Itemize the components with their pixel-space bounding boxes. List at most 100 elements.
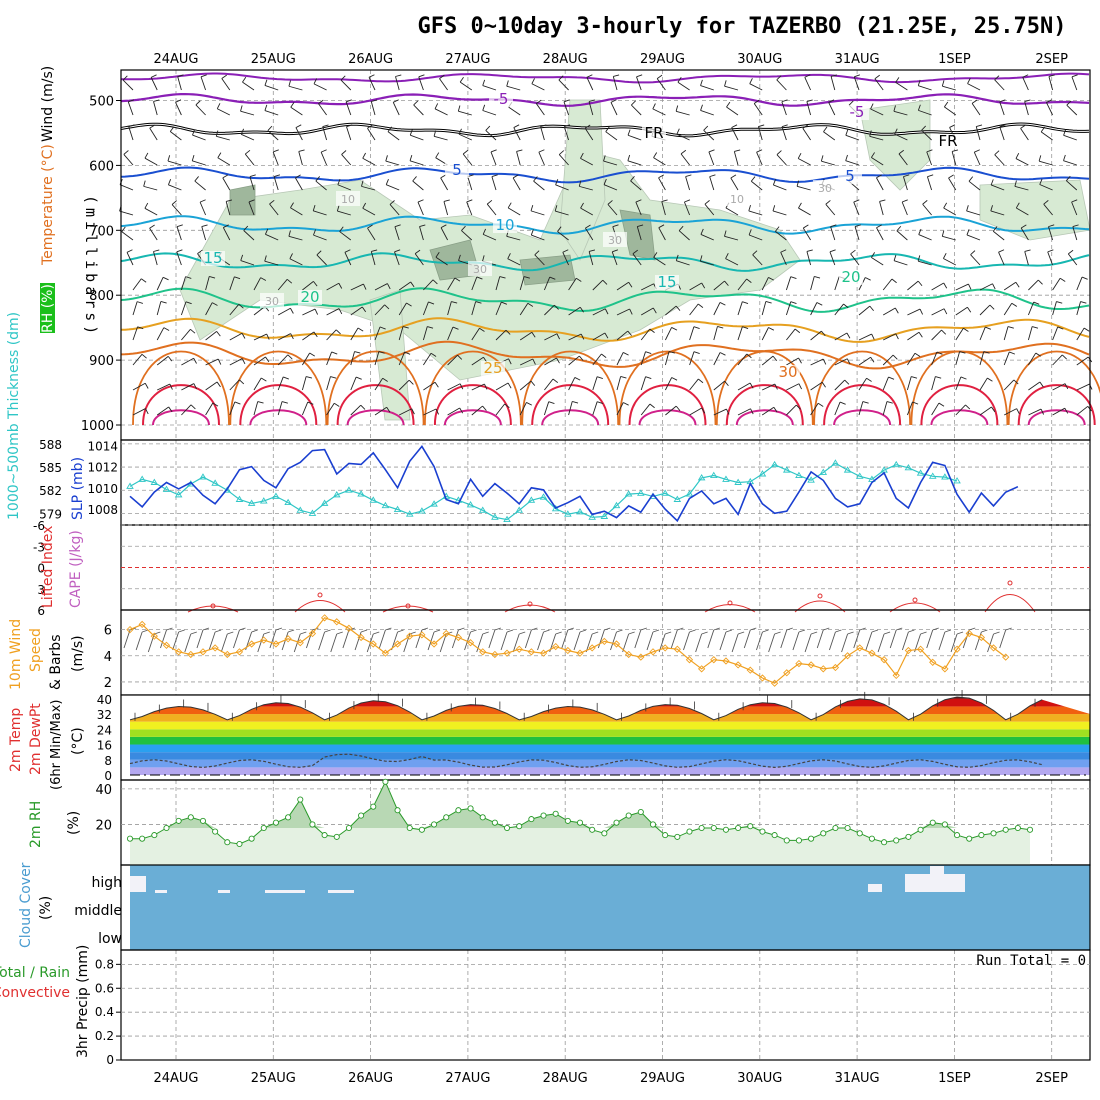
barb — [557, 231, 569, 241]
barb-flag — [290, 101, 295, 108]
wind10-barb — [524, 629, 532, 649]
barb — [603, 160, 618, 166]
rh-marker — [710, 824, 717, 832]
barb — [320, 151, 328, 166]
rh-marker — [321, 832, 328, 839]
barb — [931, 402, 940, 416]
thickness-marker — [272, 492, 280, 499]
barb — [882, 307, 896, 316]
contour-m10 — [121, 72, 1090, 84]
barb-flag — [507, 382, 512, 389]
label-bg — [489, 92, 513, 107]
barb-flag — [693, 326, 700, 329]
temp-label-a: 2m Temp — [8, 708, 24, 772]
barb-flag — [290, 202, 294, 208]
wind10-barb — [865, 631, 873, 651]
barb-flag — [893, 254, 897, 261]
barb — [942, 235, 956, 241]
precip-tick: 0.8 — [95, 957, 114, 971]
rh2m-label-a: 2m RH — [28, 801, 44, 848]
barb — [221, 78, 231, 91]
temp-tick: 16 — [97, 739, 112, 753]
barb-flag — [678, 225, 684, 231]
barb-flag — [482, 405, 487, 411]
barb — [675, 110, 690, 116]
barb-flag — [854, 224, 861, 227]
barb-flag — [458, 254, 461, 261]
barb-flag — [552, 378, 559, 384]
barb — [869, 135, 884, 141]
barb-flag — [806, 249, 813, 252]
barb — [301, 376, 307, 391]
rh-marker — [1002, 826, 1009, 833]
barb-flag — [952, 149, 959, 152]
barb-flag — [316, 250, 322, 256]
barb — [876, 177, 884, 191]
wind10-marker — [953, 645, 961, 653]
barb-flag — [516, 149, 523, 152]
thickness-marker — [941, 473, 949, 480]
barb-flag — [922, 200, 928, 205]
barb — [592, 332, 606, 341]
wind-tick: 4 — [104, 650, 112, 665]
barb-flag — [1015, 281, 1020, 288]
barb — [443, 201, 449, 216]
barb-flag — [776, 150, 782, 155]
barb-flag — [948, 174, 954, 179]
temp-band — [130, 752, 1090, 760]
barb — [592, 353, 602, 366]
rh-marker — [309, 821, 316, 828]
barb-flag — [215, 130, 219, 137]
barb — [370, 251, 376, 266]
thickness-marker — [928, 472, 937, 479]
surface-dome — [531, 384, 610, 426]
thickness-marker — [308, 509, 317, 516]
thickness-marker — [868, 475, 876, 482]
barb — [423, 408, 437, 416]
barb — [229, 358, 243, 366]
wind10-barb — [768, 633, 776, 653]
rh-area — [126, 778, 1034, 865]
barb — [632, 253, 642, 266]
barb — [853, 201, 860, 216]
barb — [806, 101, 812, 116]
wind10-marker — [880, 656, 888, 664]
date-label-top: 31AUG — [835, 52, 880, 67]
wind10-barb — [841, 633, 849, 653]
barb — [398, 379, 410, 391]
surface-dome — [443, 409, 502, 426]
barb — [459, 81, 473, 91]
barb — [253, 356, 266, 366]
barb — [121, 231, 134, 241]
barb-flag — [330, 376, 337, 379]
barb-flag — [580, 152, 584, 159]
barb — [1024, 101, 1029, 116]
barb — [955, 306, 968, 316]
wind10-marker — [175, 648, 183, 656]
barb — [374, 283, 388, 291]
barb — [1043, 203, 1053, 216]
barb-flag — [936, 351, 943, 355]
barb — [616, 281, 629, 291]
barb-flag — [409, 129, 413, 136]
barb-flag — [466, 199, 473, 203]
barb-flag — [382, 377, 388, 382]
barb — [1003, 379, 1015, 391]
contour-label: FR — [938, 132, 957, 150]
barb-flag — [1013, 379, 1019, 385]
barb-flag — [891, 278, 897, 284]
barb — [821, 160, 835, 166]
barb — [653, 157, 666, 166]
barb — [994, 79, 1005, 91]
barb-flag — [862, 401, 869, 404]
barb — [398, 281, 411, 291]
barb — [700, 234, 714, 241]
barb-flag — [240, 254, 244, 261]
barb-flag — [290, 308, 294, 314]
wind10-barb — [828, 631, 836, 651]
barb — [990, 210, 1005, 216]
li-tick: 3 — [37, 583, 45, 597]
barb — [1066, 180, 1078, 191]
barb — [882, 354, 894, 366]
barb — [781, 126, 787, 141]
